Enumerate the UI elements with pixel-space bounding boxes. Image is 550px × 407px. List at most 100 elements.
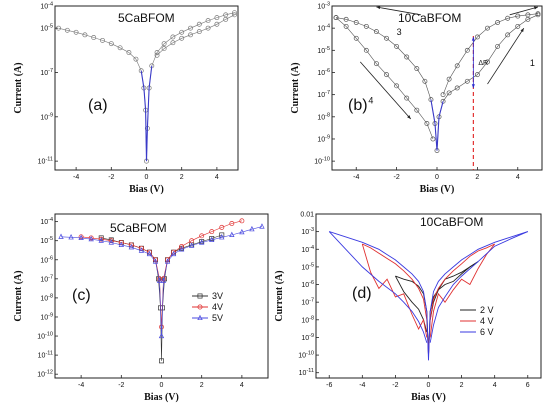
chart-title-a: 5CaBFOM [118, 11, 175, 25]
chart-title-d: 10CaBFOM [420, 215, 483, 229]
y-tick-label-d-0: 10-11 [299, 368, 314, 377]
y-tick-label-c-6: 10-6 [40, 255, 53, 264]
data-point-a-0-21 [188, 25, 193, 31]
y-axis-label-c: Current (A) [13, 270, 24, 321]
series-line-b-0 [335, 14, 539, 151]
legend-marker-c-0 [197, 293, 203, 299]
y-tick-label-b-0: 10-10 [314, 157, 330, 166]
data-point-c-1-18 [219, 224, 225, 230]
data-point-a-0-3 [82, 32, 88, 38]
y-tick-label-c-8: 10-4 [40, 217, 53, 226]
y-tick-label-c-2: 10-10 [37, 332, 53, 341]
x-tick-label-d-3: 0 [427, 382, 431, 389]
data-point-b-0-20 [495, 43, 501, 49]
data-point-b-2-7 [505, 15, 511, 21]
y-tick-label-a-3: 10-5 [40, 24, 53, 33]
sweep-arrow-4-head [407, 115, 411, 119]
x-tick-label-c-0: -4 [78, 382, 84, 389]
data-point-c-1-20 [239, 218, 245, 224]
legend-label-c-2: 5V [212, 313, 223, 323]
data-point-c-2-4 [98, 237, 104, 243]
data-point-a-1-5 [196, 29, 202, 35]
y-tick-label-d-6: 10-5 [301, 262, 314, 271]
x-tick-label-d-5: 4 [493, 382, 497, 389]
dip-line-a-0 [140, 65, 153, 162]
data-point-c-2-11 [156, 277, 163, 283]
legend-label-d-1: 4 V [480, 316, 494, 326]
chart-panel-a: -4 -2 0 2 4 10-11 10-9 10-7 10-5 10-4 Bias (V) Curr… [13, 2, 239, 195]
chart-panel-d: -6 -4 -2 0 2 4 6 10-11 10-10 10-9 10-8 10-7 10-6 10-5… [274, 212, 542, 403]
data-point-c-2-21 [229, 231, 235, 238]
data-point-b-2-0 [440, 92, 446, 98]
sweep-arrow-4 [359, 61, 412, 120]
delta-r-arrow-down-head [471, 84, 475, 88]
x-tick-label-d-4: 2 [460, 382, 464, 389]
data-point-c-0-0 [98, 235, 104, 241]
data-point-b-2-3 [464, 47, 470, 53]
sweep-arrow-1-head [520, 28, 524, 33]
data-point-b-1-8 [414, 107, 420, 113]
data-point-b-0-17 [464, 78, 470, 84]
data-point-c-2-22 [239, 228, 245, 235]
series-line-d-0 [395, 261, 479, 356]
x-axis-label-b: Bias (V) [420, 184, 455, 195]
y-tick-label-a-2: 10-7 [40, 68, 53, 77]
data-point-c-2-16 [178, 246, 185, 252]
data-point-b-1-5 [384, 72, 389, 78]
data-point-c-2-12 [158, 332, 165, 339]
series-line-d-2 [429, 261, 479, 320]
data-point-c-2-14 [164, 258, 171, 264]
x-tick-label-a-0: -4 [73, 174, 79, 181]
data-point-c-2-1 [68, 234, 74, 240]
data-point-a-0-19 [170, 34, 176, 40]
data-point-b-2-10 [535, 11, 541, 17]
y-tick-label-d-1: 10-10 [298, 351, 314, 360]
series-line-b-2 [442, 13, 539, 95]
sweep-label-3: 3 [397, 27, 402, 37]
y-axis-label-d: Current (A) [274, 270, 285, 321]
plot-area-c [58, 218, 265, 364]
y-tick-label-b-2: 10-8 [317, 112, 330, 121]
series-line-d-8 [429, 231, 528, 343]
sweep-arrow-2-head [533, 6, 538, 10]
sweep-arrow-2 [509, 6, 539, 16]
delta-r-label: ΔR [478, 60, 488, 67]
data-point-a-1-7 [214, 21, 220, 27]
x-axis-label-d: Bias (V) [411, 392, 446, 403]
series-line-c-0 [101, 234, 222, 361]
chart-panel-b: -4 -2 0 2 4 10-10 10-9 10-8 10-7 10-6 10-5 10-4 10-3… [290, 2, 543, 195]
data-point-b-0-1 [343, 16, 349, 22]
data-point-b-0-15 [446, 90, 452, 96]
data-point-c-1-1 [88, 235, 94, 241]
data-point-a-1-1 [161, 46, 167, 52]
data-point-b-0-4 [373, 29, 379, 35]
x-tick-label-b-2: 0 [435, 174, 439, 181]
data-point-b-1-4 [373, 61, 379, 67]
y-tick-label-b-5: 10-5 [317, 46, 330, 55]
y-tick-label-d-7: 10-4 [301, 245, 314, 254]
data-point-a-1-0 [154, 52, 160, 58]
x-tick-label-d-0: -6 [326, 382, 332, 389]
y-tick-label-d-3: 10-8 [301, 315, 314, 324]
data-point-c-2-3 [88, 235, 94, 242]
data-point-b-1-9 [424, 121, 430, 126]
data-point-c-2-5 [108, 239, 114, 245]
data-point-c-0-17 [209, 236, 215, 241]
y-tick-label-c-5: 10-7 [40, 274, 53, 283]
chart-title-c: 5CaBFOM [110, 221, 167, 235]
y-tick-label-d-8: 10-3 [301, 227, 314, 236]
delta-r-arrow-up-head [471, 36, 475, 41]
x-tick-label-c-1: -2 [118, 382, 124, 389]
data-point-a-1-2 [170, 40, 176, 46]
y-tick-label-b-3: 10-7 [317, 90, 330, 99]
data-point-c-2-9 [146, 250, 153, 257]
data-point-c-2-24 [259, 223, 265, 229]
plot-area-d [328, 231, 528, 361]
x-tick-label-d-1: -4 [359, 382, 365, 389]
data-point-b-1-2 [353, 35, 359, 41]
data-point-b-0-16 [454, 85, 460, 91]
x-tick-label-c-2: 0 [160, 382, 164, 389]
data-point-a-0-1 [64, 27, 70, 33]
data-point-a-0-5 [100, 37, 105, 43]
panel-label-d: (d) [352, 285, 372, 302]
